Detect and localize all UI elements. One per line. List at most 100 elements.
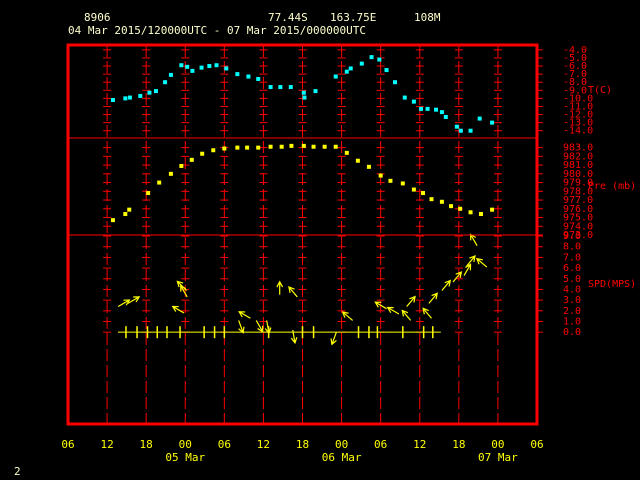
data-point [110, 218, 115, 223]
data-point [279, 144, 284, 149]
wind-arrow [290, 329, 298, 345]
data-point [127, 207, 132, 212]
y-tick-label: 2.0 [563, 306, 581, 317]
data-point [214, 63, 219, 68]
wind-arrow [428, 292, 439, 304]
y-tick-label: 978.0 [563, 186, 593, 197]
data-point [366, 164, 371, 169]
y-tick-label: -8.0 [563, 77, 587, 88]
y-tick-label: 6.0 [563, 263, 581, 274]
wind-arrow [171, 305, 185, 314]
x-tick-label: 00 [491, 438, 504, 451]
data-point [147, 90, 152, 95]
data-point [207, 64, 212, 69]
data-point [344, 69, 349, 74]
data-point [439, 110, 444, 115]
data-point [439, 199, 444, 204]
data-point [138, 93, 143, 98]
y-tick-label: 1.0 [563, 316, 581, 327]
data-point [168, 171, 173, 176]
y-tick-label: -9.0 [563, 85, 587, 96]
data-point [478, 212, 483, 217]
data-point [168, 72, 173, 77]
y-tick-label: 5.0 [563, 274, 581, 285]
y-tick-label: -5.0 [563, 53, 587, 64]
x-tick-label: 12 [257, 438, 270, 451]
data-point [146, 191, 151, 196]
y-tick-label: -11.0 [563, 101, 593, 112]
data-point [235, 145, 240, 150]
data-point [153, 89, 158, 94]
y-axis-label: SPD(MPS) [588, 279, 636, 290]
x-tick-label: 00 [335, 438, 348, 451]
data-point [411, 99, 416, 104]
data-point [333, 74, 338, 79]
data-point [419, 106, 424, 111]
y-tick-label: 7.0 [563, 252, 581, 263]
data-point [246, 74, 251, 79]
data-point [477, 116, 482, 121]
x-tick-label: 06 [218, 438, 231, 451]
data-point [313, 89, 318, 94]
data-point [127, 95, 132, 100]
wind-arrow [255, 320, 264, 333]
x-tick-label: 06 [374, 438, 387, 451]
elevation: 108M [414, 11, 441, 24]
data-point [301, 90, 306, 95]
data-point [163, 80, 168, 85]
x-tick-label: 18 [140, 438, 153, 451]
data-point [443, 114, 448, 119]
data-point [157, 180, 162, 185]
y-tick-label: 980.0 [563, 169, 593, 180]
data-point [400, 181, 405, 186]
y-axis-label: T(C) [588, 85, 612, 96]
wind-arrow [466, 255, 476, 267]
period: 04 Mar 2015/120000UTC - 07 Mar 2015/0000… [68, 24, 366, 37]
wind-arrow [238, 311, 251, 319]
data-point [211, 148, 216, 153]
data-point [288, 85, 293, 90]
date-label: 07 Mar [478, 451, 518, 464]
y-tick-label: 0.0 [563, 327, 581, 338]
y-tick-label: 983.0 [563, 143, 593, 154]
data-point [224, 66, 229, 71]
data-point [123, 212, 128, 217]
y-tick-label: 975.0 [563, 213, 593, 224]
data-point [189, 157, 194, 162]
y-tick-label: 977.0 [563, 195, 593, 206]
x-tick-label: 06 [61, 438, 74, 451]
data-point [384, 68, 389, 73]
data-point [490, 207, 495, 212]
data-point [185, 64, 190, 69]
y-tick-label: 8.0 [563, 242, 581, 253]
data-point [256, 145, 261, 150]
data-point [449, 204, 454, 209]
wind-arrow [127, 296, 141, 304]
y-tick-label: -12.0 [563, 110, 593, 121]
wind-arrow [386, 306, 400, 315]
y-tick-label: -14.0 [563, 126, 593, 137]
data-point [468, 210, 473, 215]
page-number: 2 [14, 465, 21, 478]
data-point [392, 80, 397, 85]
latitude: 77.44S [268, 11, 308, 24]
data-point [268, 144, 273, 149]
wind-arrow [264, 320, 272, 335]
data-point [388, 178, 393, 183]
y-tick-label: 4.0 [563, 284, 581, 295]
data-point [123, 96, 128, 101]
data-point [222, 146, 227, 151]
y-tick-label: 981.0 [563, 160, 593, 171]
data-point [311, 144, 316, 149]
data-point [256, 76, 261, 81]
data-point [322, 144, 327, 149]
x-tick-label: 12 [100, 438, 113, 451]
wind-arrow [401, 309, 412, 321]
date-label: 05 Mar [165, 451, 205, 464]
wind-arrow [374, 301, 387, 310]
wind-arrow [463, 263, 472, 276]
x-tick-label: 06 [530, 438, 543, 451]
data-point [458, 128, 463, 133]
data-point [355, 158, 360, 163]
